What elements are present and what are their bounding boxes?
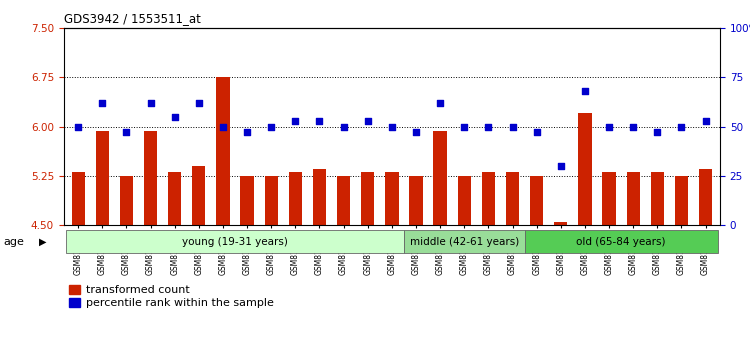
Point [700, 118, 712, 124]
Bar [626, 172, 640, 225]
Point [482, 124, 494, 129]
Bar [433, 131, 447, 225]
Point [121, 130, 133, 135]
Bar [524, 230, 718, 253]
Bar [361, 172, 374, 225]
Bar [458, 176, 471, 225]
Bar [66, 230, 404, 253]
Point [555, 163, 567, 169]
Point [651, 130, 663, 135]
Text: ▶: ▶ [39, 237, 46, 247]
Bar [554, 222, 568, 225]
Point [338, 124, 350, 129]
Point [386, 124, 398, 129]
Bar [404, 230, 524, 253]
Bar [265, 176, 278, 225]
Point [603, 124, 615, 129]
Bar [386, 172, 398, 225]
Text: middle (42-61 years): middle (42-61 years) [410, 236, 519, 247]
Bar [120, 176, 133, 225]
Point [627, 124, 639, 129]
Bar [144, 131, 158, 225]
Text: GDS3942 / 1553511_at: GDS3942 / 1553511_at [64, 12, 201, 25]
Point [314, 118, 326, 124]
Bar [289, 172, 302, 225]
Point [531, 130, 543, 135]
Point [290, 118, 302, 124]
Bar [506, 172, 519, 225]
Bar [410, 176, 423, 225]
Point [676, 124, 688, 129]
Point [266, 124, 278, 129]
Point [362, 118, 374, 124]
Bar [602, 172, 616, 225]
Point [579, 88, 591, 94]
Point [217, 124, 229, 129]
Legend: transformed count, percentile rank within the sample: transformed count, percentile rank withi… [69, 285, 274, 308]
Bar [699, 169, 712, 225]
Bar [241, 176, 254, 225]
Point [96, 100, 108, 106]
Bar [530, 176, 543, 225]
Point [193, 100, 205, 106]
Point [434, 100, 446, 106]
Point [169, 114, 181, 120]
Text: young (19-31 years): young (19-31 years) [182, 236, 288, 247]
Bar [578, 114, 592, 225]
Point [72, 124, 84, 129]
Point [241, 130, 253, 135]
Bar [337, 176, 350, 225]
Point [410, 130, 422, 135]
Text: age: age [4, 237, 25, 247]
Point [145, 100, 157, 106]
Bar [192, 166, 206, 225]
Bar [216, 78, 229, 225]
Bar [71, 172, 85, 225]
Bar [651, 172, 664, 225]
Text: old (65-84 years): old (65-84 years) [576, 236, 666, 247]
Point [458, 124, 470, 129]
Point [506, 124, 518, 129]
Bar [313, 169, 326, 225]
Bar [168, 172, 182, 225]
Bar [482, 172, 495, 225]
Bar [675, 176, 688, 225]
Bar [96, 131, 109, 225]
